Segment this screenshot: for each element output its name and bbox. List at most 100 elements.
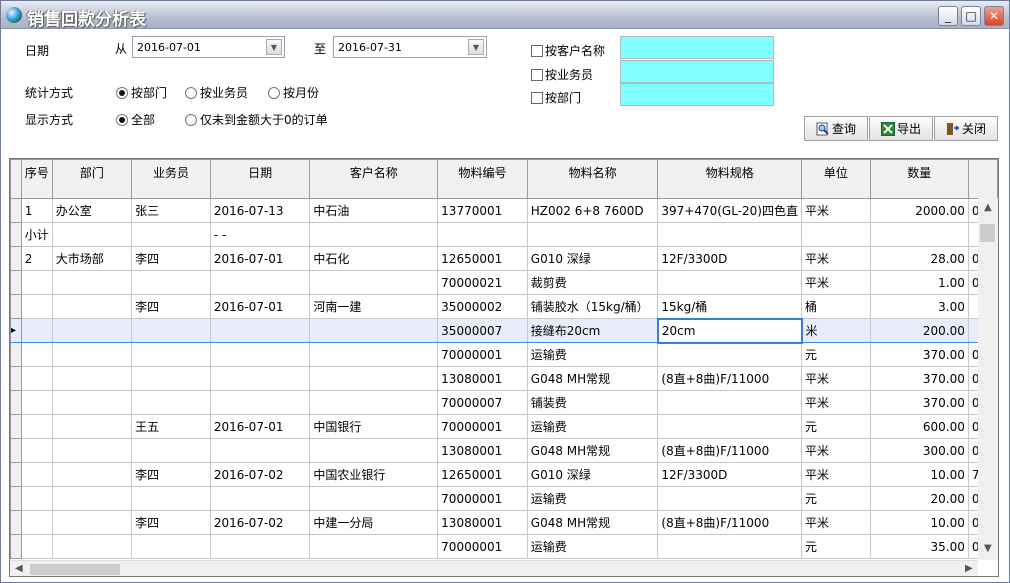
- table-row[interactable]: 2 大市场部 李四 2016-07-01 中石化 12650001 G010 深绿 12F/3…: [10, 246, 998, 271]
- scroll-up-icon[interactable]: ▲: [984, 202, 992, 213]
- table-cell[interactable]: 中国农业银行: [309, 462, 439, 487]
- table-cell[interactable]: 接缝布20cm: [526, 318, 659, 343]
- scroll-left-icon[interactable]: ◀: [15, 563, 23, 574]
- table-cell[interactable]: [51, 462, 133, 487]
- table-row[interactable]: ▸ 35000007 接缝布20cm 20cm 米 200.00: [10, 317, 998, 344]
- table-cell[interactable]: 平米: [801, 462, 871, 487]
- table-cell[interactable]: [51, 366, 133, 391]
- table-cell[interactable]: [131, 390, 211, 415]
- table-cell[interactable]: [209, 534, 311, 559]
- table-cell[interactable]: 3.00: [869, 294, 969, 319]
- chevron-down-icon[interactable]: ▼: [266, 39, 282, 55]
- export-button[interactable]: 导出: [869, 116, 933, 141]
- table-cell[interactable]: 平米: [801, 510, 871, 535]
- table-cell[interactable]: [309, 390, 439, 415]
- column-header[interactable]: 业务员: [131, 159, 211, 199]
- table-cell[interactable]: [657, 534, 802, 559]
- row-indicator[interactable]: [10, 414, 22, 439]
- table-cell[interactable]: 12650001: [437, 246, 528, 271]
- table-cell[interactable]: [131, 318, 211, 343]
- table-cell[interactable]: 15kg/桶: [657, 294, 802, 319]
- table-cell[interactable]: (8直+8曲)F/11000: [657, 438, 802, 463]
- radio-icon[interactable]: [185, 86, 197, 99]
- table-row[interactable]: 70000001 运输费元 35.00 0: [10, 534, 998, 559]
- table-cell[interactable]: [131, 270, 211, 295]
- table-cell[interactable]: [309, 318, 439, 343]
- table-cell[interactable]: [20, 486, 53, 511]
- table-cell[interactable]: 裁剪费: [526, 270, 659, 295]
- checkbox-icon[interactable]: [531, 44, 543, 57]
- table-cell[interactable]: [657, 342, 802, 367]
- table-cell[interactable]: G048 MH常规: [526, 366, 659, 391]
- table-cell[interactable]: 13770001: [437, 198, 528, 223]
- table-cell[interactable]: 元: [801, 486, 871, 511]
- row-indicator[interactable]: [10, 438, 22, 463]
- scroll-right-icon[interactable]: ▶: [965, 563, 973, 574]
- table-row[interactable]: 13080001 G048 MH常规 (8直+8曲)F/11000 平米 370.00 0: [10, 366, 998, 391]
- row-indicator[interactable]: [10, 366, 22, 391]
- table-cell[interactable]: [51, 486, 133, 511]
- horizontal-scrollbar[interactable]: ◀ ▶: [10, 560, 978, 576]
- table-cell[interactable]: [20, 294, 53, 319]
- table-cell[interactable]: [51, 534, 133, 559]
- scroll-down-icon[interactable]: ▼: [984, 543, 992, 554]
- table-cell[interactable]: [657, 486, 802, 511]
- maximize-button[interactable]: □: [961, 6, 981, 26]
- table-cell[interactable]: 13080001: [437, 510, 528, 535]
- table-cell[interactable]: 20.00: [869, 486, 969, 511]
- table-cell[interactable]: 2016-07-02: [209, 462, 311, 487]
- table-cell[interactable]: 600.00: [869, 414, 969, 439]
- vertical-scrollbar[interactable]: ▲ ▼: [978, 198, 998, 560]
- table-cell[interactable]: [20, 462, 53, 487]
- table-cell[interactable]: 35000007: [437, 318, 528, 343]
- table-cell[interactable]: 13080001: [437, 438, 528, 463]
- table-row[interactable]: 李四 2016-07-02 中国农业银行 12650001 G010 深绿 12F/330…: [10, 462, 998, 487]
- table-cell[interactable]: [209, 270, 311, 295]
- row-indicator[interactable]: [10, 462, 22, 487]
- table-cell[interactable]: 办公室: [51, 198, 133, 223]
- table-row[interactable]: 70000001 运输费元 370.00 0: [10, 342, 998, 367]
- table-cell[interactable]: [20, 366, 53, 391]
- table-cell[interactable]: 35.00: [869, 534, 969, 559]
- table-cell[interactable]: G048 MH常规: [526, 438, 659, 463]
- table-cell[interactable]: (8直+8曲)F/11000: [657, 510, 802, 535]
- table-cell[interactable]: [131, 342, 211, 367]
- table-cell[interactable]: 平米: [801, 438, 871, 463]
- table-cell[interactable]: [209, 390, 311, 415]
- close-window-button[interactable]: ✕: [984, 6, 1004, 26]
- table-cell[interactable]: [869, 222, 969, 247]
- table-cell[interactable]: 运输费: [526, 342, 659, 367]
- table-cell[interactable]: 李四: [131, 462, 211, 487]
- table-cell[interactable]: [51, 510, 133, 535]
- table-cell[interactable]: 28.00: [869, 246, 969, 271]
- table-cell[interactable]: [20, 318, 53, 343]
- radio-by-salesperson[interactable]: 按业务员: [185, 84, 248, 101]
- table-row[interactable]: 小计 - -: [10, 222, 998, 247]
- column-header[interactable]: 序号: [20, 159, 53, 199]
- table-cell[interactable]: [51, 270, 133, 295]
- query-button[interactable]: 查询: [804, 116, 868, 141]
- table-cell[interactable]: G048 MH常规: [526, 510, 659, 535]
- table-cell[interactable]: 70000001: [437, 414, 528, 439]
- table-cell[interactable]: 70000001: [437, 342, 528, 367]
- column-header[interactable]: 部门: [51, 159, 133, 199]
- table-cell[interactable]: [437, 222, 528, 247]
- column-header[interactable]: 物料编号: [437, 159, 528, 199]
- table-cell[interactable]: 桶: [801, 294, 871, 319]
- table-cell[interactable]: 70000007: [437, 390, 528, 415]
- table-row[interactable]: 李四 2016-07-01 河南一建 35000002 铺装胶水（15kg/桶） 15kg…: [10, 294, 998, 319]
- table-cell[interactable]: 张三: [131, 198, 211, 223]
- table-cell[interactable]: 平米: [801, 270, 871, 295]
- table-cell[interactable]: 元: [801, 342, 871, 367]
- checkbox-icon[interactable]: [531, 68, 543, 81]
- table-cell[interactable]: 70000001: [437, 534, 528, 559]
- table-cell[interactable]: [131, 222, 211, 247]
- table-row[interactable]: 李四 2016-07-02 中建一分局 13080001 G048 MH常规 (8直+8曲…: [10, 510, 998, 535]
- table-cell[interactable]: 35000002: [437, 294, 528, 319]
- table-cell[interactable]: 397+470(GL-20)四色直: [657, 198, 802, 223]
- radio-unreceived-only[interactable]: 仅未到金额大于0的订单: [185, 111, 328, 128]
- department-input[interactable]: [620, 83, 774, 106]
- row-indicator[interactable]: ▸: [10, 318, 22, 343]
- table-cell[interactable]: [309, 366, 439, 391]
- table-cell[interactable]: [131, 534, 211, 559]
